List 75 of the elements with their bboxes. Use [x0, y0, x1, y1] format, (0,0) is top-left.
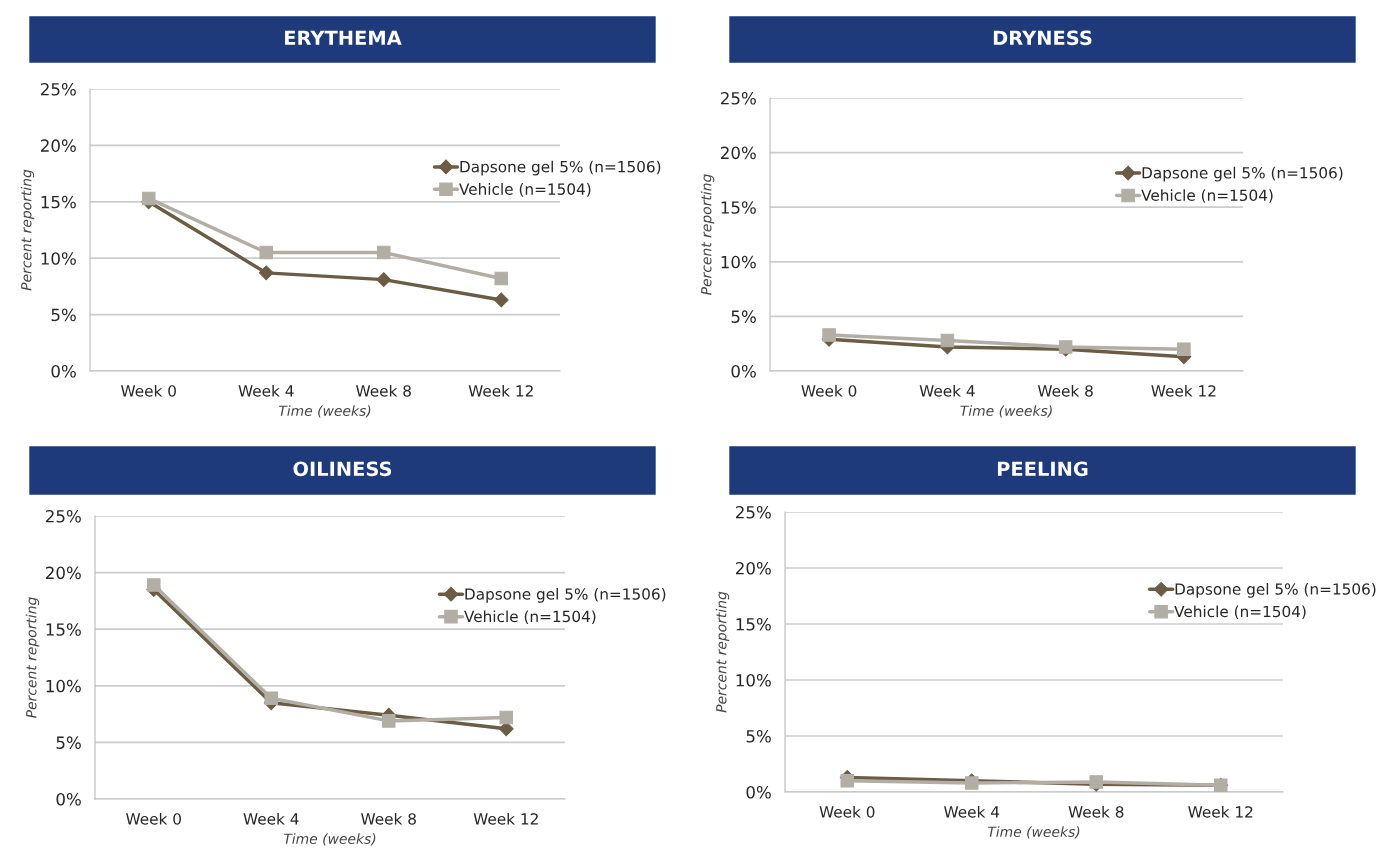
point	[376, 245, 391, 260]
point	[381, 714, 396, 728]
point	[259, 245, 274, 260]
y-tick-label: 10%	[736, 673, 771, 687]
y-axis-title: Percent reporting	[715, 591, 730, 713]
x-tick-label: Week 8	[1037, 384, 1093, 397]
y-tick-label: 0%	[731, 364, 756, 378]
y-tick-label: 5%	[56, 736, 81, 749]
y-tick-label: 0%	[746, 785, 771, 799]
chart-title: ERYTHEMA	[285, 30, 402, 45]
x-tick-label: Week 8	[356, 384, 411, 397]
y-tick-label: 15%	[736, 617, 771, 631]
chart-title: PEELING	[997, 461, 1088, 477]
x-tick-label: Week 4	[238, 384, 294, 397]
x-tick-label: Week 12	[473, 812, 538, 825]
y-tick-label: 15%	[46, 623, 81, 636]
y-tick-label: 15%	[41, 195, 76, 209]
y-tick-label: 10%	[41, 252, 76, 265]
point	[494, 271, 509, 286]
legend-label: Dapsone gel 5% (n=1506)	[465, 587, 666, 603]
legend-label: Vehicle (n=1504)	[1141, 189, 1273, 203]
y-tick-label: 20%	[45, 566, 81, 580]
point	[498, 721, 514, 737]
x-tick-label: Week 0	[819, 805, 875, 818]
y-tick-label: 25%	[735, 505, 771, 519]
x-axis-title: Time (weeks)	[283, 833, 376, 846]
x-tick-label: Week 8	[1068, 805, 1124, 818]
point	[264, 691, 279, 706]
y-tick-label: 20%	[720, 146, 756, 160]
x-tick-label: Week 0	[126, 812, 181, 825]
point	[499, 710, 514, 725]
legend-label: Vehicle (n=1504)	[1174, 605, 1306, 620]
y-tick-label: 20%	[40, 139, 76, 152]
x-tick-label: Week 4	[243, 812, 299, 825]
y-tick-label: 25%	[40, 82, 76, 96]
y-tick-label: 25%	[720, 91, 756, 105]
x-tick-label: Week 4	[919, 384, 975, 397]
point	[822, 328, 836, 342]
chart-title: OILINESS	[293, 461, 392, 477]
y-axis-title: Percent reporting	[25, 597, 40, 718]
y-tick-label: 5%	[51, 308, 76, 322]
y-tick-label: 10%	[721, 255, 756, 269]
chart-title: DRYNESS	[993, 30, 1092, 46]
legend-label: Vehicle (n=1504)	[459, 183, 591, 197]
y-tick-label: 10%	[46, 679, 81, 693]
y-tick-label: 5%	[746, 729, 771, 743]
point	[940, 333, 955, 348]
point	[376, 272, 392, 288]
x-tick-label: Week 12	[1151, 384, 1216, 397]
x-tick-label: Week 8	[361, 812, 416, 825]
y-axis-title: Percent reporting	[20, 169, 35, 291]
point	[258, 265, 274, 281]
y-tick-label: 15%	[721, 201, 756, 214]
x-axis-title: Time (weeks)	[278, 405, 371, 418]
x-tick-label: Week 0	[121, 384, 176, 397]
legend-label: Dapsone gel 5% (n=1506)	[1142, 166, 1343, 182]
y-tick-label: 5%	[731, 310, 756, 323]
x-tick-label: Week 12	[1188, 805, 1253, 818]
x-axis-title: Time (weeks)	[987, 826, 1080, 839]
y-axis-title: Percent reporting	[700, 174, 715, 295]
point	[493, 292, 509, 308]
y-tick-label: 20%	[735, 561, 771, 575]
y-tick-label: 0%	[51, 364, 76, 378]
x-tick-label: Week 0	[801, 384, 857, 397]
legend-label: Dapsone gel 5% (n=1506)	[1175, 582, 1376, 598]
x-tick-label: Week 4	[944, 805, 1000, 818]
x-tick-label: Week 12	[468, 384, 533, 397]
point	[146, 578, 161, 592]
legend-label: Dapsone gel 5% (n=1506)	[460, 160, 661, 176]
y-tick-label: 0%	[56, 792, 81, 806]
point	[141, 191, 156, 206]
y-tick-label: 25%	[45, 509, 81, 523]
legend-label: Vehicle (n=1504)	[464, 610, 596, 624]
point	[1177, 342, 1191, 356]
x-axis-title: Time (weeks)	[960, 405, 1052, 418]
